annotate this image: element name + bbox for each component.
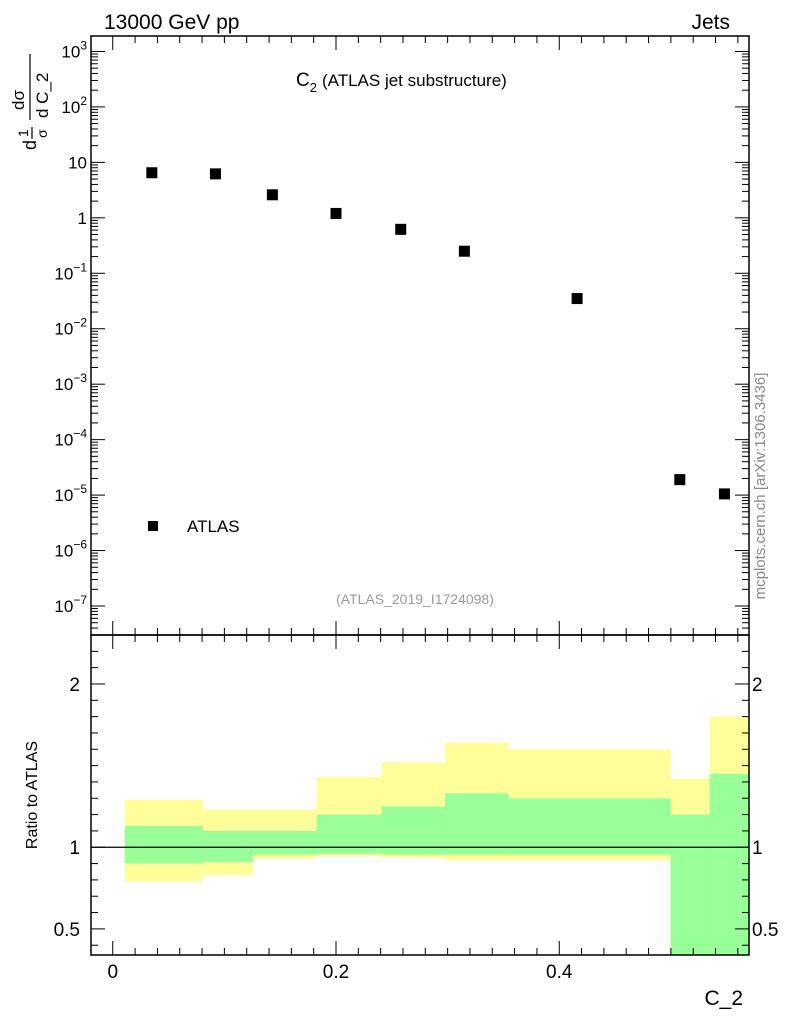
main-y-tick-label-base: 10	[61, 42, 80, 61]
ratio-band-bin	[381, 806, 446, 855]
ratio-plot-panel: 0.5 0.5 1 1 2 2 0 0.2 0.4 Ratio to ATLAS C_2	[24, 634, 779, 1010]
main-y-tick-label-exp: −7	[73, 593, 87, 607]
main-y-tick-label: 10−6	[54, 538, 87, 561]
ratio-x-tick-label: 0.2	[323, 962, 349, 983]
ratio-y-tick-label-left: 0.5	[54, 920, 80, 941]
ratio-y-tick-label-right: 1	[752, 838, 763, 859]
ratio-band-bin	[316, 814, 382, 854]
ratio-band-bin	[445, 793, 509, 855]
main-y-tick-label: 10−3	[54, 371, 87, 394]
x-axis-label: C_2	[704, 987, 743, 1010]
y-label-pre-den: σ	[34, 129, 50, 138]
main-y-tick-label: 1	[78, 209, 87, 228]
side-label: mcplots.cern.ch [arXiv:1306.3436]	[752, 373, 769, 600]
main-y-tick-label-exp: −6	[73, 538, 87, 552]
main-y-tick-label: 10	[68, 153, 87, 172]
ratio-band-bin	[202, 830, 254, 862]
data-point	[209, 168, 221, 180]
main-y-tick-label-exp: −4	[73, 427, 87, 441]
data-point	[674, 474, 686, 486]
plot-title: C2 (ATLAS jet substructure)	[296, 70, 507, 95]
legend-label-atlas: ATLAS	[187, 517, 240, 536]
main-y-tick-label-base: 10	[54, 375, 73, 394]
main-y-tick-label-base: 10	[54, 431, 73, 450]
main-y-tick-label: 103	[61, 38, 87, 61]
main-y-ticks	[91, 36, 749, 636]
data-point	[395, 223, 407, 235]
ratio-x-tick-label: 0	[107, 962, 118, 983]
main-y-tick-label-exp: −3	[73, 371, 87, 385]
data-points	[146, 167, 730, 500]
main-y-tick-label: 10−5	[54, 482, 87, 505]
main-y-tick-label-exp: −1	[73, 260, 87, 274]
main-y-tick-label-base: 10	[61, 98, 80, 117]
ratio-y-tick-label-right: 2	[752, 675, 763, 696]
main-y-tick-label-base: 10	[54, 597, 73, 616]
ratio-y-axis-label: Ratio to ATLAS	[24, 741, 41, 849]
data-point	[146, 167, 158, 179]
y-label-den: d C_2	[33, 73, 52, 118]
main-y-tick-label: 102	[61, 94, 87, 117]
main-y-axis-label: d 1 σ dσ d C_2	[9, 54, 52, 150]
ratio-x-tick-label: 0.4	[546, 962, 573, 983]
ratio-frame	[90, 634, 750, 956]
main-y-tick-label-base: 10	[54, 542, 73, 561]
data-point	[718, 488, 730, 500]
ratio-band-bin	[508, 798, 671, 855]
ratio-y-tick-label-left: 2	[69, 675, 80, 696]
main-y-tick-label-exp: 2	[80, 94, 87, 108]
ratio-y-tick-labels: 0.5 0.5 1 1 2 2	[54, 675, 779, 941]
ratio-band-bin	[709, 773, 749, 955]
ratio-band-bin	[124, 826, 203, 864]
main-y-tick-label-base: 10	[54, 320, 73, 339]
data-point	[266, 189, 278, 201]
data-point	[458, 245, 470, 257]
ratio-x-tick-labels: 0 0.2 0.4	[107, 962, 572, 983]
ratio-y-tick-label-left: 1	[69, 838, 80, 859]
ratio-band-bin	[670, 814, 710, 955]
y-label-d: d	[20, 140, 40, 150]
main-plot-panel: C2 (ATLAS jet substructure) (ATLAS_2019_I…	[54, 35, 750, 636]
main-y-tick-label-base: 10	[54, 264, 73, 283]
main-y-tick-label-exp: −2	[73, 316, 87, 330]
main-y-tick-label: 10−4	[54, 427, 87, 450]
data-point	[571, 293, 583, 305]
main-frame	[90, 35, 750, 636]
legend: ATLAS	[148, 517, 240, 536]
header-right: Jets	[691, 11, 730, 34]
main-y-tick-label: 10−1	[54, 260, 87, 283]
main-y-tick-label-exp: −5	[73, 482, 87, 496]
y-label-pre-num: 1	[15, 129, 31, 137]
header-left: 13000 GeV pp	[104, 11, 239, 34]
main-y-tick-label: 10−7	[54, 593, 87, 616]
main-y-tick-label: 10−2	[54, 316, 87, 339]
main-y-tick-label-base: 10	[68, 153, 87, 172]
main-y-tick-label-base: 1	[78, 209, 87, 228]
ratio-y-tick-label-right: 0.5	[752, 920, 778, 941]
data-point	[330, 207, 342, 219]
main-y-tick-label-base: 10	[54, 486, 73, 505]
main-y-tick-label-exp: 3	[80, 38, 87, 52]
ratio-ticks	[91, 635, 749, 955]
y-label-num: dσ	[9, 90, 28, 110]
ratio-bands	[124, 716, 749, 955]
ratio-band-bin	[253, 830, 317, 855]
legend-marker-atlas	[148, 521, 158, 531]
analysis-watermark: (ATLAS_2019_I1724098)	[336, 591, 494, 607]
